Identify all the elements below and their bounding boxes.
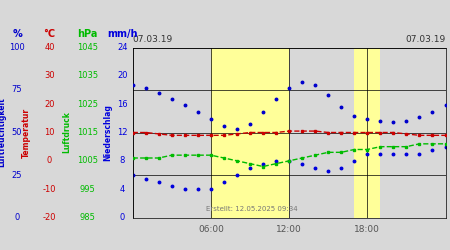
Text: 0: 0 [47,156,52,165]
Text: 1045: 1045 [77,43,98,52]
Text: 1015: 1015 [77,128,98,137]
Text: 1005: 1005 [77,156,98,165]
Text: 1025: 1025 [77,100,98,109]
Text: mm/h: mm/h [107,29,138,39]
Text: 25: 25 [12,170,22,179]
Text: 20: 20 [44,100,55,109]
Bar [354,48,380,217]
Text: 16: 16 [117,100,128,109]
Text: 20: 20 [117,71,128,80]
Text: 75: 75 [12,86,22,94]
Text: 0: 0 [120,213,125,222]
Text: 50: 50 [12,128,22,137]
Text: Niederschlag: Niederschlag [104,104,112,161]
Text: 995: 995 [80,185,95,194]
Text: 30: 30 [44,71,55,80]
Text: 1035: 1035 [77,71,98,80]
Text: %: % [12,29,22,39]
Text: Erstellt: 12.05.2025 09:34: Erstellt: 12.05.2025 09:34 [206,206,297,212]
Text: 07.03.19: 07.03.19 [405,35,446,44]
Text: °C: °C [44,29,55,39]
Text: 07.03.19: 07.03.19 [133,35,173,44]
Text: 8: 8 [120,156,125,165]
Text: hPa: hPa [77,29,98,39]
Text: Temperatur: Temperatur [22,108,31,158]
Text: 4: 4 [120,185,125,194]
Text: 985: 985 [80,213,96,222]
Text: Luftdruck: Luftdruck [62,112,71,154]
Text: 0: 0 [14,213,20,222]
Text: -10: -10 [43,185,56,194]
Text: -20: -20 [43,213,56,222]
Text: 100: 100 [9,43,25,52]
Text: 12: 12 [117,128,128,137]
Text: Luftfeuchtigkeit: Luftfeuchtigkeit [0,98,7,168]
Bar [211,48,289,217]
Text: 40: 40 [44,43,55,52]
Text: 24: 24 [117,43,128,52]
Text: 10: 10 [44,128,55,137]
